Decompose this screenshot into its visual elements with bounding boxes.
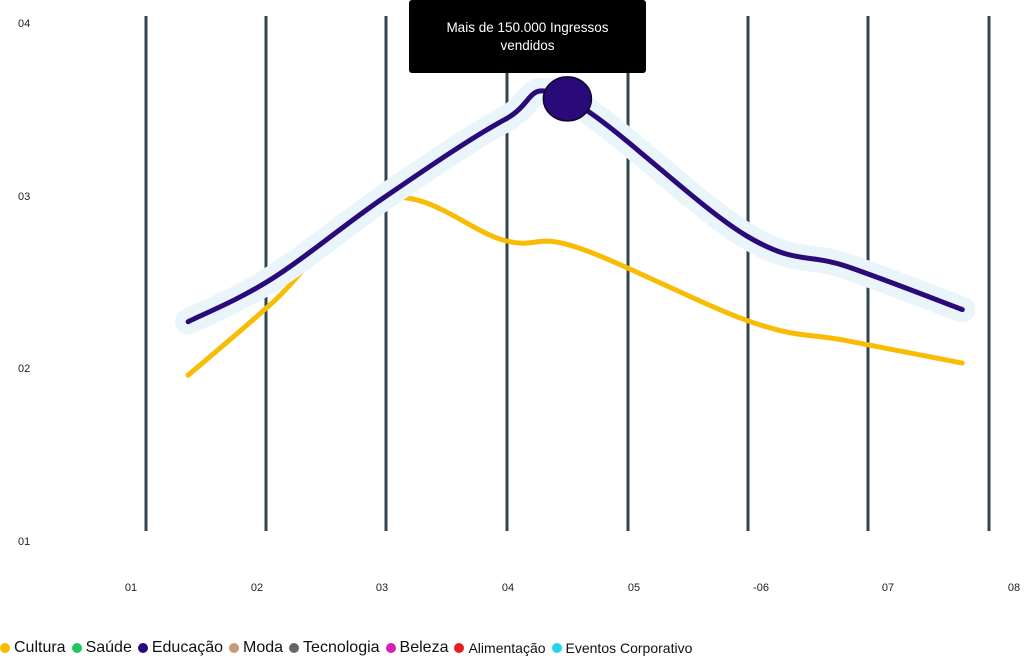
y-tick-label: 02 [18, 363, 30, 375]
legend-label: Eventos Corporativo [565, 640, 693, 656]
legend-label: Saúde [85, 639, 132, 656]
x-tick-label: 03 [376, 582, 388, 594]
legend-item-educacao[interactable]: Educação [137, 639, 224, 657]
legend-label: Alimentação [468, 640, 546, 656]
y-tick-label: 04 [18, 18, 30, 30]
legend-item-saude[interactable]: Saúde [71, 639, 132, 657]
x-tick-label: 02 [251, 582, 263, 594]
legend-item-tecnologia[interactable]: Tecnologia [289, 639, 380, 657]
y-tick-label: 01 [18, 536, 30, 548]
x-tick-label: 08 [1008, 582, 1020, 594]
highlight-marker [542, 76, 593, 122]
chart-tooltip: Mais de 150.000 Ingressos vendidos [409, 0, 646, 73]
legend-item-alimentacao[interactable]: Alimentação [454, 640, 546, 656]
legend-item-moda[interactable]: Moda [229, 639, 283, 657]
x-tick-label: 01 [125, 582, 137, 594]
legend-item-beleza[interactable]: Beleza [385, 639, 449, 657]
legend-dot [454, 643, 465, 653]
y-tick-label: 03 [18, 191, 30, 203]
legend-item-cultura[interactable]: Cultura [0, 639, 66, 657]
legend-label: Beleza [399, 639, 449, 656]
legend-label: Tecnologia [303, 639, 380, 656]
x-tick-label: 04 [502, 582, 514, 594]
legend-label: Cultura [14, 639, 66, 656]
tooltip-text: Mais de 150.000 Ingressos vendidos [446, 19, 609, 53]
legend-label: Educação [151, 639, 224, 656]
x-tick-label: 07 [882, 582, 894, 594]
legend-label: Moda [243, 639, 284, 656]
legend-dot [551, 643, 562, 653]
chart-legend: Cultura Saúde Educação Moda Tecnologia Beleza… [0, 637, 698, 659]
series-line-cultura [185, 194, 965, 378]
chart-area: 01 02 03 04 01 02 03 04 05 -06 07 08 [18, 16, 1020, 594]
legend-dot [0, 643, 10, 653]
legend-dot [289, 643, 300, 653]
x-tick-label: -06 [753, 582, 769, 594]
legend-dot [137, 643, 148, 653]
legend-dot [71, 643, 82, 653]
legend-dot [385, 643, 396, 653]
series-line-educacao [185, 88, 965, 325]
legend-dot [229, 643, 240, 653]
series-glow-educacao [175, 77, 976, 335]
legend-item-eventos-corporativo[interactable]: Eventos Corporativo [551, 640, 693, 656]
x-tick-label: 05 [628, 582, 640, 594]
